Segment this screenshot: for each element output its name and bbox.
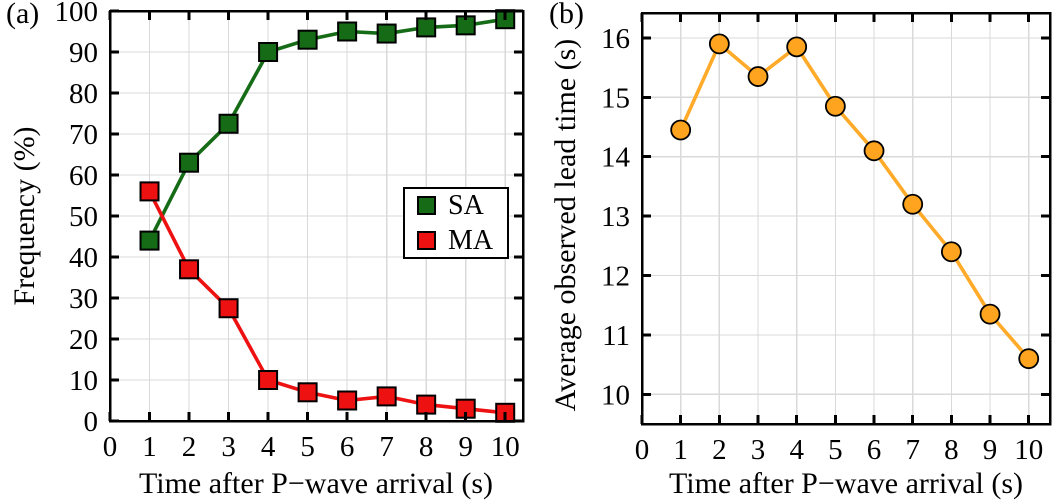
- ma-marker-swatch: [417, 231, 436, 250]
- average-observed-lead-time-marker: [670, 119, 692, 141]
- sa-marker: [337, 21, 358, 42]
- panel-b-x-tick-label: 0: [635, 434, 650, 466]
- ma-marker: [258, 370, 279, 390]
- panel-a-x-axis-title: Time after P−wave arrival (s): [138, 467, 494, 500]
- panel-a-y-tick-label: 100: [55, 0, 99, 28]
- panel-b-x-tick-label: 5: [828, 434, 843, 466]
- panel-a-x-tick-label: 10: [491, 431, 520, 463]
- panel-a-y-tick-label: 80: [69, 78, 98, 110]
- average-observed-lead-time-marker: [940, 241, 962, 263]
- sa-marker: [416, 17, 437, 38]
- sa-marker: [218, 113, 239, 134]
- panel-a-x-tick-label: 0: [103, 431, 118, 463]
- panel-a-label: (a): [6, 0, 40, 30]
- legend-label-ma: MA: [448, 224, 494, 256]
- panel-a-x-tick-label: 6: [340, 431, 355, 463]
- panel-b-y-tick-label: 12: [601, 261, 630, 293]
- panel-b-x-axis-title: Time after P−wave arrival (s): [668, 467, 1024, 500]
- panel-b-x-tick-label: 6: [867, 434, 882, 466]
- panel-a-x-tick-label: 4: [261, 431, 276, 463]
- average-observed-lead-time-marker: [824, 95, 846, 117]
- panel-b-y-tick-label: 11: [602, 320, 630, 352]
- average-observed-lead-time-line: [678, 42, 1031, 361]
- sa-marker: [179, 152, 200, 173]
- average-observed-lead-time-marker: [747, 66, 769, 87]
- sa-line: [147, 17, 508, 243]
- panel-b-x-tick-label: 4: [789, 434, 804, 466]
- panel-b-x-tick-label: 2: [712, 434, 727, 466]
- panel-b-y-tick-label: 16: [601, 23, 630, 55]
- panel-b-y-tick-label: 13: [601, 201, 630, 233]
- ma-marker: [337, 390, 358, 411]
- panel-b-y-axis-title: Average observed lead time (s): [549, 38, 582, 412]
- average-observed-lead-time-marker: [979, 303, 1001, 325]
- panel-b-x-tick-label: 3: [751, 434, 766, 466]
- panel-b-y-tick-label: 14: [601, 142, 631, 174]
- panel-a-y-axis-title: Frequency (%): [8, 126, 41, 306]
- panel-a-y-tick-label: 20: [69, 324, 98, 356]
- ma-marker: [139, 181, 160, 202]
- legend-item-ma: MA: [417, 224, 507, 256]
- panel-b-x-tick-label: 9: [983, 434, 998, 466]
- panel-a-x-tick-label: 5: [300, 431, 315, 463]
- legend-label-sa: SA: [448, 189, 484, 221]
- sa-marker: [139, 230, 160, 251]
- panel-a-x-tick-label: 2: [182, 431, 197, 463]
- average-observed-lead-time-marker: [708, 33, 730, 55]
- panel-a-y-tick-label: 0: [84, 406, 99, 438]
- panel-b-x-tick-label: 1: [673, 434, 688, 466]
- average-observed-lead-time-marker: [1018, 348, 1040, 370]
- panel-b-y-tick-label: 10: [601, 379, 630, 411]
- panel-a-x-tick-label: 3: [221, 431, 236, 463]
- ma-marker: [297, 382, 318, 403]
- panel-a-x-tick-label: 9: [458, 431, 473, 463]
- panel-a-y-tick-label: 70: [69, 119, 98, 151]
- panel-b-label: (b): [549, 0, 584, 30]
- panel-b-x-tick-label: 7: [905, 434, 920, 466]
- panel-a-y-tick-label: 90: [69, 37, 98, 69]
- ma-marker: [416, 394, 437, 415]
- legend: SA MA: [403, 187, 509, 259]
- panel-a-x-tick-label: 1: [142, 431, 157, 463]
- ma-line: [147, 189, 508, 415]
- sa-marker: [297, 29, 318, 50]
- panel-a-x-tick-label: 8: [419, 431, 434, 463]
- average-observed-lead-time-marker: [786, 36, 808, 58]
- ma-marker: [376, 386, 397, 407]
- legend-item-sa: SA: [417, 189, 507, 221]
- sa-marker: [376, 23, 397, 44]
- panel-a-y-tick-label: 10: [69, 365, 98, 397]
- panel-b-axes-border: [640, 11, 1052, 426]
- panel-b-x-tick-label: 8: [944, 434, 959, 466]
- average-observed-lead-time-marker: [863, 140, 885, 162]
- panel-a-y-tick-label: 30: [69, 283, 98, 315]
- ma-marker: [179, 259, 200, 280]
- panel-a-y-tick-label: 50: [69, 201, 98, 233]
- sa-marker: [258, 42, 279, 62]
- ma-marker: [218, 298, 239, 319]
- panel-a-y-tick-label: 40: [69, 242, 98, 274]
- panel-a-x-tick-label: 7: [379, 431, 394, 463]
- panel-b-x-tick-label: 10: [1014, 434, 1043, 466]
- average-observed-lead-time-marker: [902, 193, 924, 215]
- panel-a-y-tick-label: 60: [69, 160, 98, 192]
- sa-marker-swatch: [417, 196, 436, 215]
- panel-b-y-tick-label: 15: [601, 82, 630, 114]
